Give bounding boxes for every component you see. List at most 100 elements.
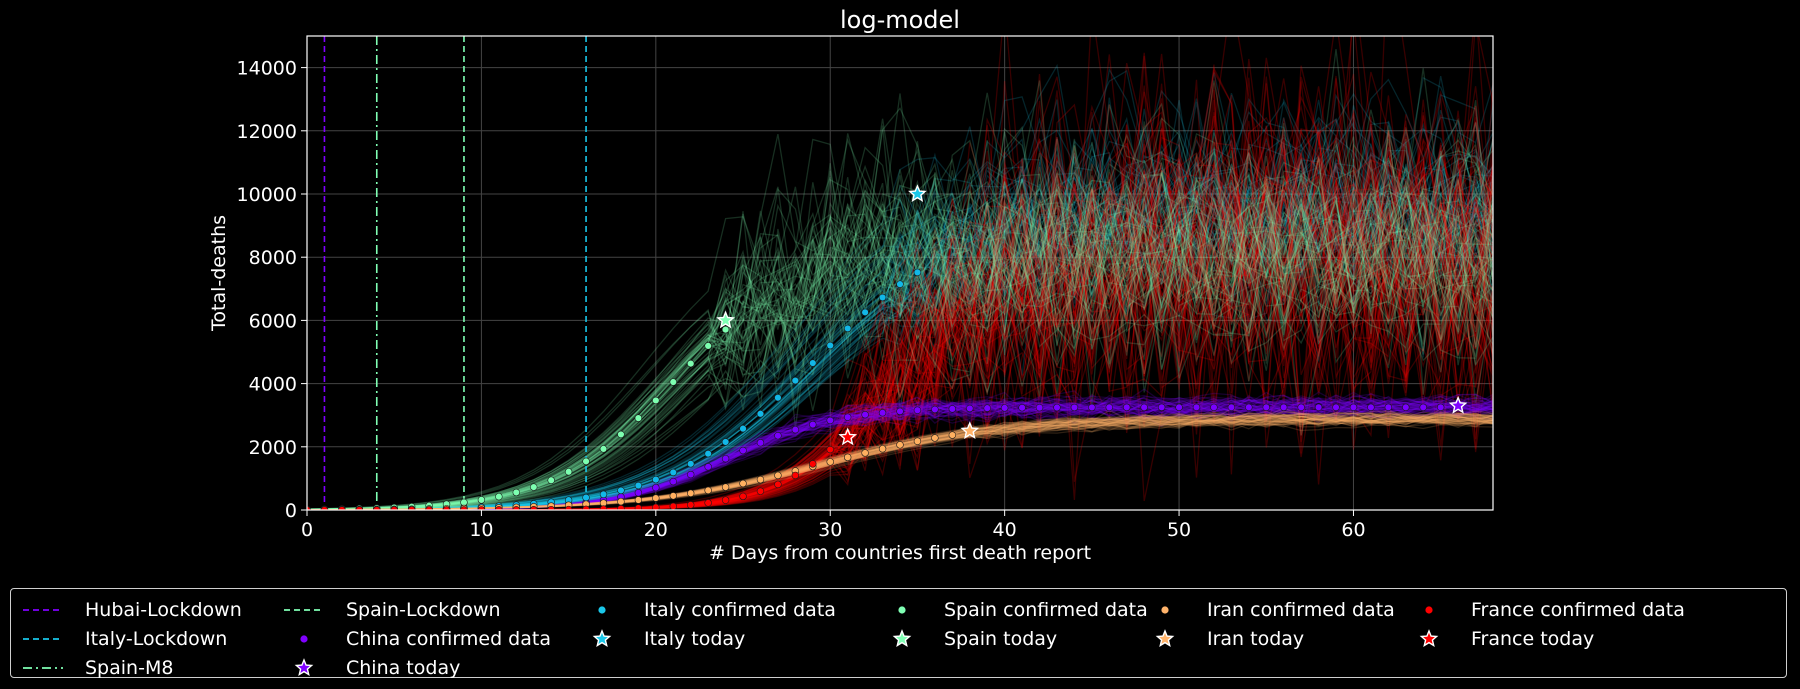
- legend-item: Spain confirmed data: [878, 599, 1148, 621]
- data-point: [756, 475, 765, 484]
- prediction-curve: [307, 391, 1493, 510]
- data-point: [1314, 403, 1323, 412]
- legend-label: Spain-M8: [85, 657, 174, 679]
- prediction-curve: [307, 399, 1493, 510]
- data-point: [1280, 403, 1288, 412]
- data-point: [1140, 403, 1148, 412]
- data-point: [809, 460, 817, 468]
- prediction-curve: [307, 394, 1493, 510]
- prediction-curve: [307, 418, 1493, 510]
- today-marker: [716, 310, 735, 329]
- data-point: [1210, 403, 1218, 412]
- prediction-curve: [307, 80, 1493, 510]
- data-point: [809, 420, 817, 429]
- prediction-curve: [307, 194, 1493, 510]
- prediction-curve: [307, 93, 1493, 510]
- data-point: [582, 457, 590, 466]
- data-point: [1227, 403, 1236, 412]
- prediction-curve: [307, 177, 1493, 510]
- data-point: [948, 431, 957, 439]
- data-point: [634, 414, 643, 422]
- data-point: [1436, 403, 1445, 412]
- prediction-curve: [307, 93, 1493, 510]
- legend-item: Iran today: [1141, 628, 1304, 650]
- data-point: [687, 501, 695, 509]
- prediction-curve: [307, 203, 1493, 510]
- legend-label: France today: [1471, 628, 1595, 650]
- legend-label: Spain confirmed data: [944, 599, 1148, 621]
- prediction-curve: [307, 172, 1493, 510]
- y-tick-label: 4000: [249, 374, 297, 396]
- data-point: [652, 494, 660, 502]
- data-point: [652, 396, 660, 405]
- data-point: [687, 489, 695, 497]
- data-point: [721, 483, 730, 491]
- prediction-curve: [307, 176, 1493, 510]
- data-point: [495, 492, 503, 501]
- prediction-curve: [307, 68, 1493, 510]
- prediction-curve: [307, 184, 1493, 510]
- prediction-curve: [307, 403, 1493, 510]
- prediction-curve: [307, 173, 1493, 510]
- data-point: [617, 504, 625, 510]
- prediction-curve: [307, 130, 1493, 510]
- prediction-curve: [307, 121, 1493, 510]
- prediction-curve: [307, 388, 1493, 510]
- legend-symbol: [23, 667, 63, 669]
- prediction-curve: [307, 131, 1493, 510]
- data-point: [634, 489, 643, 497]
- prediction-curve: [307, 152, 1493, 510]
- prediction-curve: [307, 99, 1493, 510]
- data-point: [1297, 403, 1305, 412]
- data-point: [896, 280, 904, 288]
- prediction-curve: [307, 132, 1493, 510]
- prediction-curve: [307, 131, 1493, 510]
- prediction-curve: [307, 92, 1493, 510]
- legend-item: Hubai-Lockdown: [19, 599, 242, 621]
- prediction-curve: [307, 63, 1493, 510]
- legend-label: China today: [346, 657, 461, 679]
- prediction-curve: [307, 398, 1493, 510]
- data-point: [826, 445, 834, 454]
- legend-label: Spain today: [944, 628, 1058, 650]
- prediction-curve: [307, 397, 1493, 510]
- prediction-curve: [307, 159, 1493, 510]
- prediction-curve: [307, 401, 1493, 510]
- prediction-curve: [307, 176, 1493, 510]
- data-point: [582, 493, 590, 502]
- legend-label: Hubai-Lockdown: [85, 599, 242, 621]
- data-point: [1384, 403, 1393, 412]
- data-point: [721, 325, 730, 334]
- prediction-curve: [307, 125, 1493, 510]
- legend-item: Italy-Lockdown: [19, 628, 227, 650]
- prediction-cloud: [307, 36, 1493, 510]
- prediction-curve: [307, 156, 1493, 510]
- prediction-curve: [307, 165, 1493, 510]
- data-point: [1123, 403, 1131, 412]
- prediction-curve: [307, 183, 1493, 510]
- x-tick-label: 60: [1341, 519, 1365, 541]
- prediction-curve: [307, 411, 1493, 510]
- data-point: [1175, 403, 1183, 412]
- prediction-curve: [307, 401, 1493, 510]
- y-tick-label: 14000: [237, 58, 297, 80]
- confirmed-data-points: [307, 268, 1462, 510]
- prediction-curve: [307, 143, 1493, 510]
- data-point: [1018, 404, 1026, 412]
- data-point: [966, 404, 974, 413]
- data-point: [774, 393, 782, 402]
- prediction-curve: [307, 391, 1493, 510]
- x-tick-label: 20: [644, 519, 668, 541]
- data-point: [1262, 403, 1270, 412]
- data-point: [878, 445, 887, 453]
- y-ticks: 0 2000 4000 6000 8000 10000 12000 14000: [237, 58, 307, 522]
- prediction-curve: [307, 157, 1493, 510]
- prediction-curve: [307, 403, 1493, 510]
- y-tick-label: 10000: [237, 184, 297, 206]
- legend-symbol: [592, 629, 612, 647]
- legend-label: Iran today: [1207, 628, 1305, 650]
- legend-item: Italy today: [578, 628, 745, 650]
- legend-item: France confirmed data: [1405, 599, 1685, 621]
- prediction-curve: [307, 123, 1493, 510]
- y-tick-label: 0: [285, 500, 297, 522]
